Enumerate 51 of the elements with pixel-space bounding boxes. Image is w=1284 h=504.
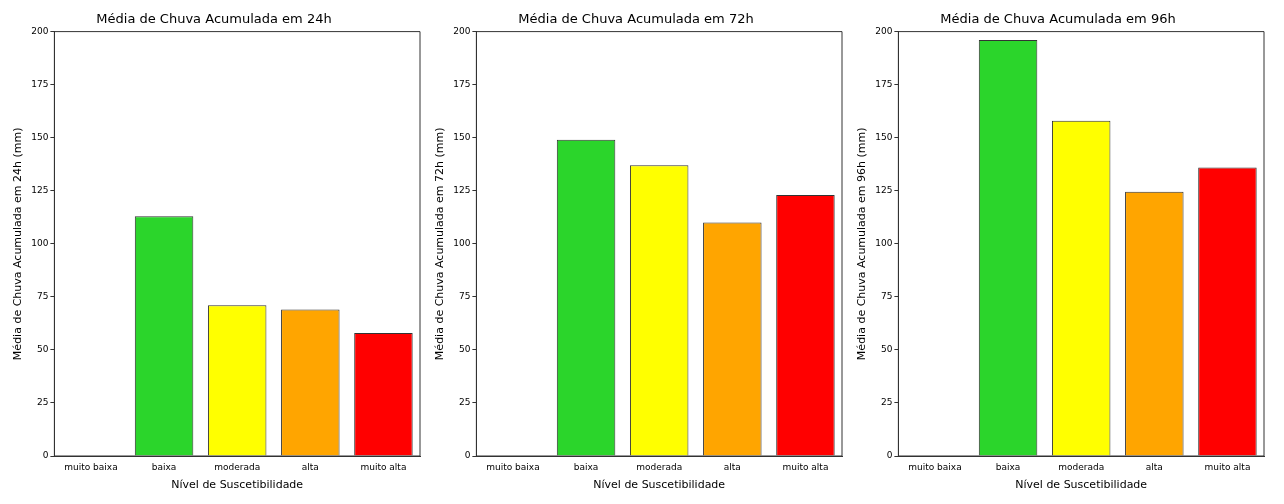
x-tick-label: alta — [301, 461, 319, 472]
y-tick-label: 50 — [458, 344, 471, 355]
y-axis-title: Média de Chuva Acumulada em 72h (mm) — [433, 127, 447, 361]
x-tick-label: muito baixa — [908, 461, 962, 472]
y-tick-label: 25 — [458, 397, 471, 408]
y-tick-label: 75 — [458, 291, 471, 302]
y-tick-label: 0 — [42, 450, 49, 461]
y-tick-label: 100 — [31, 238, 49, 249]
x-tick-label: moderada — [1058, 461, 1105, 472]
y-tick-label: 50 — [36, 344, 49, 355]
x-tick-label: baixa — [151, 461, 177, 472]
y-tick-label: 125 — [453, 185, 471, 196]
y-axis-title: Média de Chuva Acumulada em 24h (mm) — [11, 127, 25, 361]
y-axis-title: Média de Chuva Acumulada em 96h (mm) — [855, 127, 869, 361]
x-tick-label: baixa — [573, 461, 599, 472]
y-tick-label: 25 — [36, 397, 49, 408]
y-tick-label: 0 — [464, 450, 471, 461]
y-tick-label: 75 — [36, 291, 49, 302]
y-tick-label: 175 — [453, 78, 471, 89]
y-tick-label: 150 — [31, 132, 49, 143]
y-tick-label: 200 — [31, 25, 49, 36]
y-tick-label: 100 — [875, 238, 893, 249]
y-tick-label: 200 — [453, 25, 471, 36]
y-tick-label: 175 — [31, 78, 49, 89]
chart-title: Média de Chuva Acumulada em 72h — [518, 11, 754, 27]
x-tick-label: moderada — [214, 461, 261, 472]
y-tick-label: 25 — [880, 397, 893, 408]
chart-title: Média de Chuva Acumulada em 24h — [96, 11, 332, 27]
x-tick-label: alta — [723, 461, 741, 472]
x-axis-title: Nível de Suscetibilidade — [1015, 478, 1148, 492]
y-tick-label: 150 — [875, 132, 893, 143]
x-tick-label: muito alta — [782, 461, 829, 472]
x-axis-title: Nível de Suscetibilidade — [171, 478, 304, 492]
y-tick-label: 0 — [886, 450, 893, 461]
x-tick-label: muito baixa — [64, 461, 118, 472]
x-axis-title: Nível de Suscetibilidade — [593, 478, 726, 492]
x-tick-label: alta — [1145, 461, 1163, 472]
y-tick-label: 150 — [453, 132, 471, 143]
x-tick-label: baixa — [995, 461, 1021, 472]
y-tick-label: 50 — [880, 344, 893, 355]
y-tick-label: 100 — [453, 238, 471, 249]
y-tick-label: 200 — [875, 25, 893, 36]
x-tick-label: muito alta — [360, 461, 407, 472]
y-tick-label: 175 — [875, 78, 893, 89]
chart-title: Média de Chuva Acumulada em 96h — [940, 11, 1176, 27]
x-tick-label: moderada — [636, 461, 683, 472]
x-tick-label: muito baixa — [486, 461, 540, 472]
y-tick-label: 125 — [31, 185, 49, 196]
x-tick-label: muito alta — [1204, 461, 1251, 472]
y-tick-label: 75 — [880, 291, 893, 302]
y-tick-label: 125 — [875, 185, 893, 196]
